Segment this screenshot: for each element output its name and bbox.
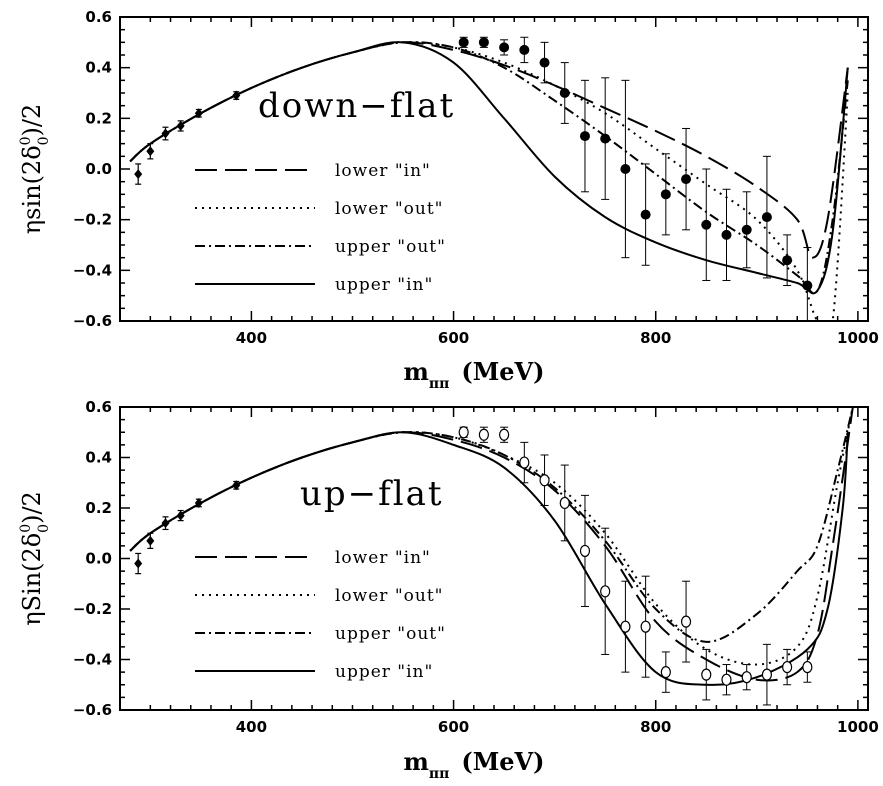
data-point-diamond	[134, 558, 143, 569]
data-point-diamond	[161, 128, 170, 139]
legend-label: upper "in"	[335, 275, 433, 295]
y-tick-label: −0.2	[73, 211, 112, 229]
data-point-open	[640, 620, 651, 633]
data-point-open	[721, 673, 732, 686]
data-point-filled	[701, 219, 712, 230]
y-tick-label: 0.6	[85, 398, 112, 416]
data-point-open	[620, 620, 631, 633]
panel-label: up−flat	[300, 474, 444, 514]
data-point-open	[701, 668, 712, 681]
data-point-filled	[741, 224, 752, 235]
x-tick-label: 600	[438, 718, 469, 736]
data-point-filled	[499, 42, 510, 53]
series-line	[129, 431, 849, 686]
series-line	[129, 41, 849, 321]
y-axis-label: ηSin(2δ0 0)/2	[18, 491, 52, 626]
series-line	[129, 407, 854, 643]
chart-panel-1: 400 600 800 1000 0.6 0.4 0.2 0.0 −0.2 −0.4 −0.6 mππ…	[18, 8, 879, 392]
data-point-diamond	[194, 108, 203, 119]
data-point-diamond	[146, 535, 155, 546]
data-point-open	[579, 544, 591, 558]
legend-label: lower "in"	[335, 548, 431, 568]
y-tick-label: 0.6	[85, 8, 112, 26]
data-point-filled	[640, 209, 651, 220]
series-line	[129, 41, 849, 259]
x-axis-label: mππ (MeV)	[403, 747, 544, 782]
y-tick-label: −0.4	[73, 651, 112, 669]
legend-label: upper "out"	[335, 237, 446, 257]
y-axis-label: ηsin(2δ0 0)/2	[18, 104, 52, 234]
x-tick-label: 800	[640, 718, 671, 736]
y-tick-label: −0.6	[73, 701, 112, 719]
series-line	[129, 407, 854, 666]
data-point-open	[458, 426, 469, 439]
y-tick-label: −0.2	[73, 600, 112, 618]
chart-panel-2: 400 600 800 1000 0.6 0.4 0.2 0.0 −0.2 −0.4 −0.6 mππ…	[18, 398, 879, 782]
data-point-filled	[600, 133, 611, 144]
data-point-diamond	[146, 146, 155, 157]
data-point-diamond	[134, 169, 143, 180]
data-point-open	[741, 671, 752, 684]
y-tick-label: 0.0	[85, 160, 112, 178]
y-tick-label: −0.4	[73, 261, 112, 279]
legend-label: lower "in"	[335, 161, 431, 181]
data-point-filled	[519, 44, 530, 55]
data-point-open	[539, 474, 550, 487]
data-point-filled	[559, 88, 570, 98]
legend-label: upper "out"	[335, 624, 446, 644]
data-point-open	[782, 660, 793, 674]
data-point-open	[519, 456, 530, 469]
series-line	[129, 41, 849, 295]
series-line	[129, 41, 849, 295]
data-point-diamond	[232, 480, 241, 491]
legend-label: upper "in"	[335, 662, 433, 682]
y-tick-label: 0.4	[85, 59, 112, 77]
plot-area	[129, 36, 849, 321]
x-tick-label: 1000	[837, 329, 879, 347]
panel-label: down−flat	[258, 86, 455, 126]
data-point-diamond	[232, 90, 241, 101]
data-point-filled	[782, 255, 793, 266]
data-point-open	[600, 585, 611, 598]
data-point-open	[499, 428, 510, 441]
data-point-filled	[458, 37, 469, 48]
data-point-filled	[761, 212, 772, 223]
data-point-filled	[681, 174, 692, 185]
data-point-filled	[620, 164, 631, 174]
data-point-diamond	[176, 120, 185, 131]
data-point-filled	[802, 280, 813, 291]
y-tick-label: 0.2	[85, 499, 112, 517]
data-point-filled	[721, 229, 732, 240]
x-tick-label: 600	[438, 329, 469, 347]
x-tick-label: 1000	[837, 718, 879, 736]
data-point-filled	[660, 189, 671, 200]
x-tick-label: 400	[236, 718, 267, 736]
data-point-diamond	[194, 497, 203, 508]
data-point-open	[761, 668, 773, 681]
data-point-filled	[579, 131, 590, 142]
x-tick-label: 400	[236, 329, 267, 347]
data-point-filled	[539, 57, 550, 68]
x-tick-label: 800	[640, 329, 671, 347]
legend-label: lower "out"	[335, 586, 443, 606]
data-point-open	[660, 666, 671, 679]
series-line	[129, 407, 854, 682]
data-point-open	[680, 615, 692, 628]
data-point-open	[802, 660, 813, 674]
y-tick-label: 0.2	[85, 109, 112, 127]
legend-label: lower "out"	[335, 199, 443, 219]
y-tick-label: 0.0	[85, 550, 112, 568]
x-axis-label: mππ (MeV)	[403, 357, 544, 392]
data-point-diamond	[176, 510, 185, 521]
y-tick-label: −0.6	[73, 312, 112, 330]
data-point-filled	[478, 37, 489, 48]
data-point-open	[478, 428, 489, 441]
plot-area	[129, 407, 854, 706]
y-tick-label: 0.4	[85, 449, 112, 467]
data-point-open	[559, 496, 570, 510]
data-point-diamond	[161, 518, 170, 529]
